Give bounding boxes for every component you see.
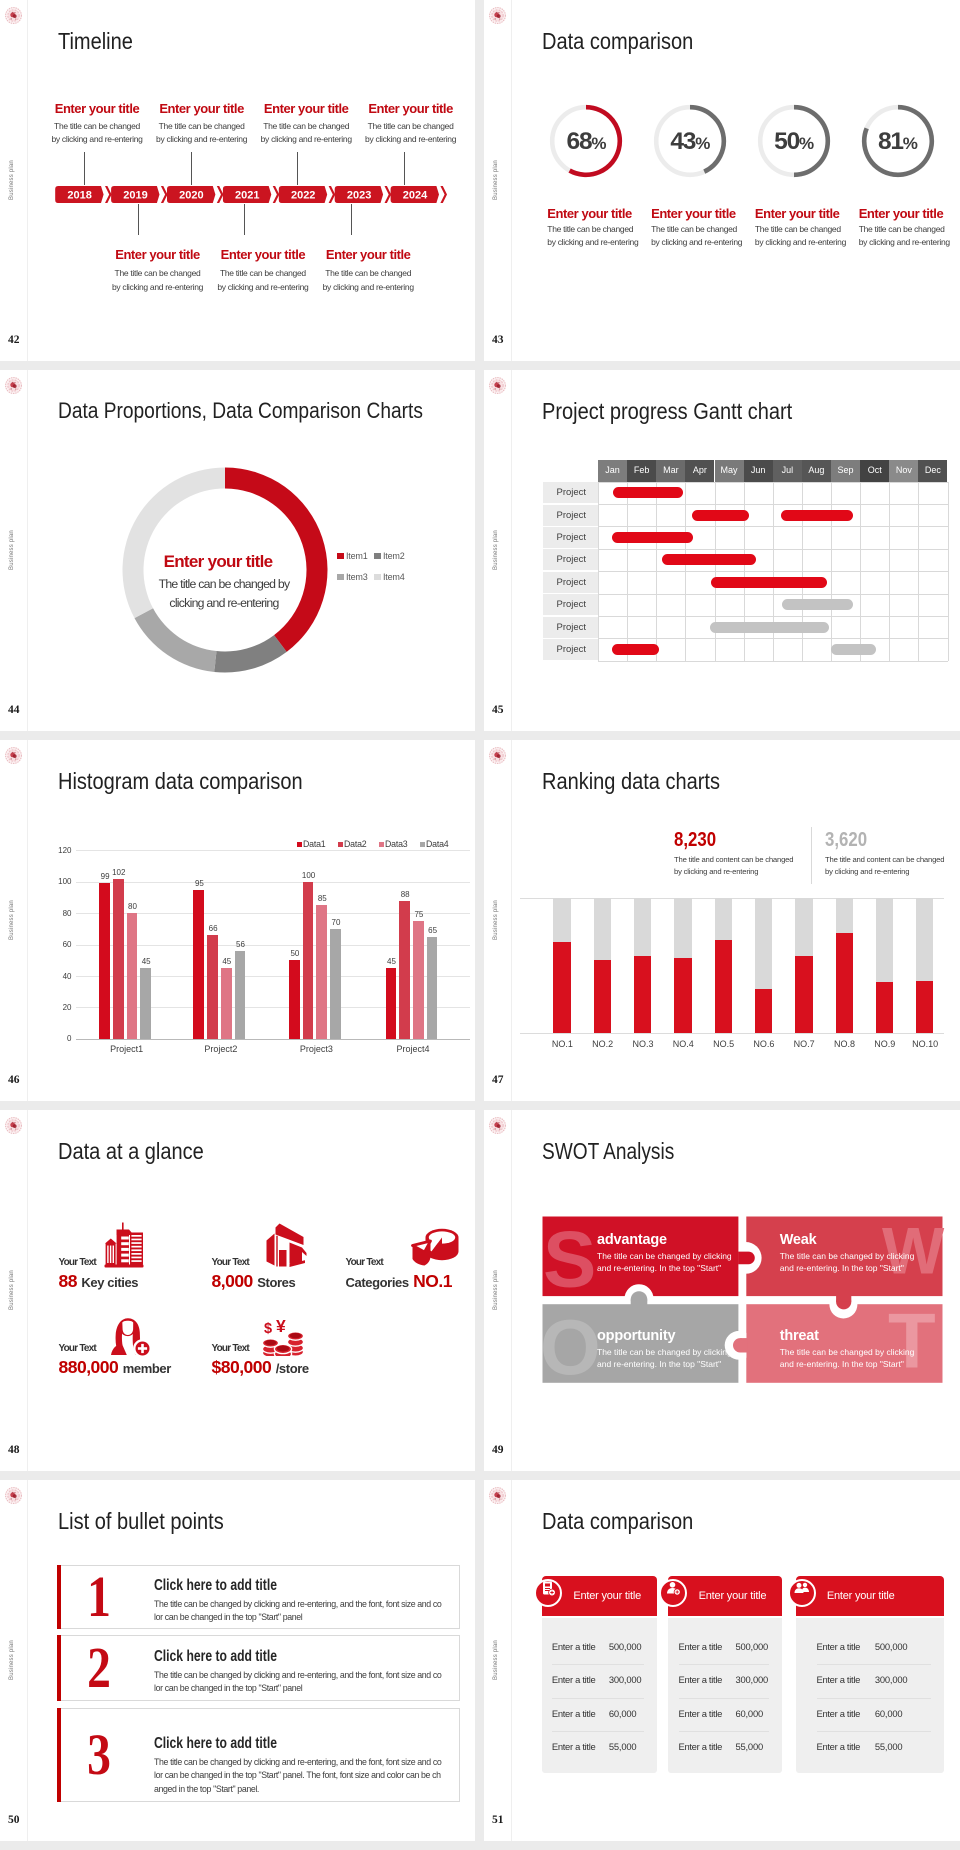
svg-text:2018: 2018 [67, 190, 91, 202]
svg-text:2022: 2022 [291, 190, 315, 202]
svg-text:2020: 2020 [179, 190, 203, 202]
svg-text:¥: ¥ [276, 1319, 286, 1336]
svg-text:$: $ [264, 1321, 272, 1337]
svg-text:W: W [882, 1213, 945, 1287]
svg-text:2024: 2024 [403, 190, 428, 202]
svg-text:T: T [888, 1297, 936, 1385]
svg-text:2023: 2023 [347, 190, 371, 202]
svg-text:S: S [543, 1215, 596, 1304]
svg-text:2019: 2019 [123, 190, 147, 202]
svg-text:2021: 2021 [235, 190, 259, 202]
svg-text:O: O [540, 1303, 601, 1391]
